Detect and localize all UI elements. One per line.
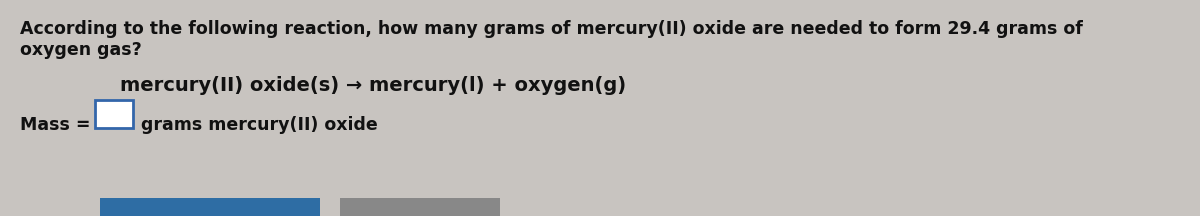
Bar (340, 198, 500, 216)
Text: grams mercury(II) oxide: grams mercury(II) oxide (142, 116, 378, 134)
Bar (100, 198, 320, 216)
Text: According to the following reaction, how many grams of mercury(II) oxide are nee: According to the following reaction, how… (20, 20, 1082, 38)
FancyBboxPatch shape (95, 100, 133, 128)
Text: mercury(II) oxide(s) → mercury(l) + oxygen(g): mercury(II) oxide(s) → mercury(l) + oxyg… (120, 76, 626, 95)
Text: oxygen gas?: oxygen gas? (20, 41, 142, 59)
Text: Mass =: Mass = (20, 116, 96, 134)
